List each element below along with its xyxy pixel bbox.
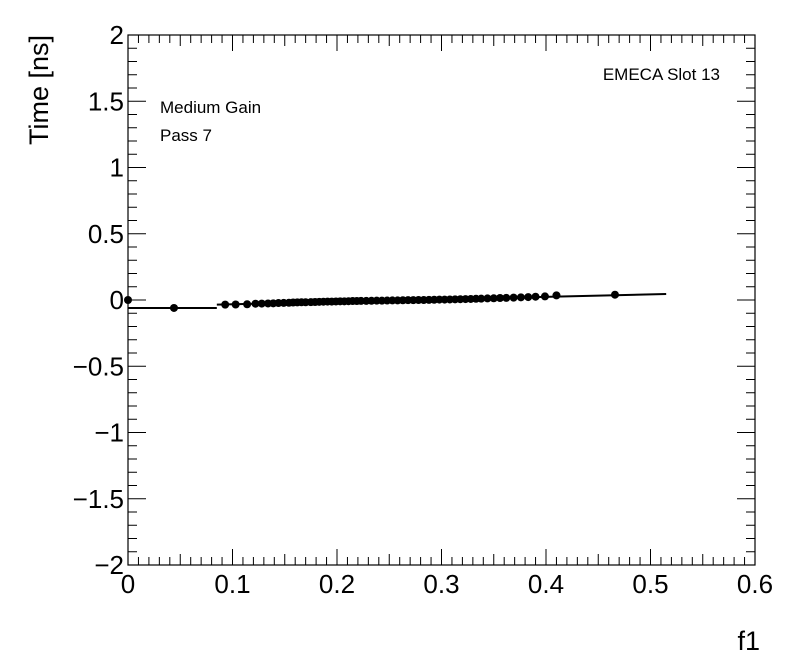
data-point: [524, 293, 533, 302]
data-point: [610, 290, 619, 299]
x-tick-label: 0: [121, 569, 135, 599]
data-point: [124, 296, 132, 304]
y-tick-label: 0.5: [88, 219, 124, 249]
data-point: [221, 300, 230, 309]
y-tick-labels: −2 −1.5 −1 −0.5 0 0.5 1 1.5 2: [73, 20, 124, 580]
x-tick-label: 0.4: [528, 569, 564, 599]
data-point: [489, 294, 498, 303]
data-point: [169, 303, 178, 312]
y-tick-label: 1.5: [88, 86, 124, 116]
y-tick-label: 0: [110, 285, 124, 315]
y-tick-label: −1: [94, 418, 124, 448]
x-axis-title: f1: [737, 626, 760, 656]
data-point: [243, 300, 252, 309]
data-point: [502, 293, 511, 302]
y-tick-label: −0.5: [73, 351, 124, 381]
data-point: [231, 300, 240, 309]
data-point: [251, 299, 260, 308]
x-tick-label: 0.6: [737, 569, 773, 599]
axis-ticks: [127, 34, 756, 566]
y-tick-label: 1: [110, 153, 124, 183]
y-axis-title: Time [ns]: [24, 35, 54, 145]
data-point: [540, 292, 549, 301]
annotation-pass: Pass 7: [160, 126, 212, 145]
annotation-slot: EMECA Slot 13: [603, 65, 720, 84]
data-point: [509, 293, 518, 302]
x-tick-label: 0.1: [214, 569, 250, 599]
x-tick-label: 0.3: [423, 569, 459, 599]
data-point: [531, 292, 540, 301]
data-point: [477, 294, 486, 303]
x-tick-label: 0.5: [632, 569, 668, 599]
data-point: [483, 294, 492, 303]
data-point: [257, 299, 266, 308]
y-tick-label: −1.5: [73, 484, 124, 514]
x-tick-label: 0.2: [319, 569, 355, 599]
data-point: [516, 293, 525, 302]
data-points: [124, 290, 619, 312]
y-tick-label: 2: [110, 20, 124, 50]
annotation-gain: Medium Gain: [160, 98, 261, 117]
data-point: [552, 291, 561, 300]
y-tick-label: −2: [94, 550, 124, 580]
x-tick-labels: 0 0.1 0.2 0.3 0.4 0.5 0.6: [121, 569, 773, 599]
data-point: [496, 294, 505, 303]
